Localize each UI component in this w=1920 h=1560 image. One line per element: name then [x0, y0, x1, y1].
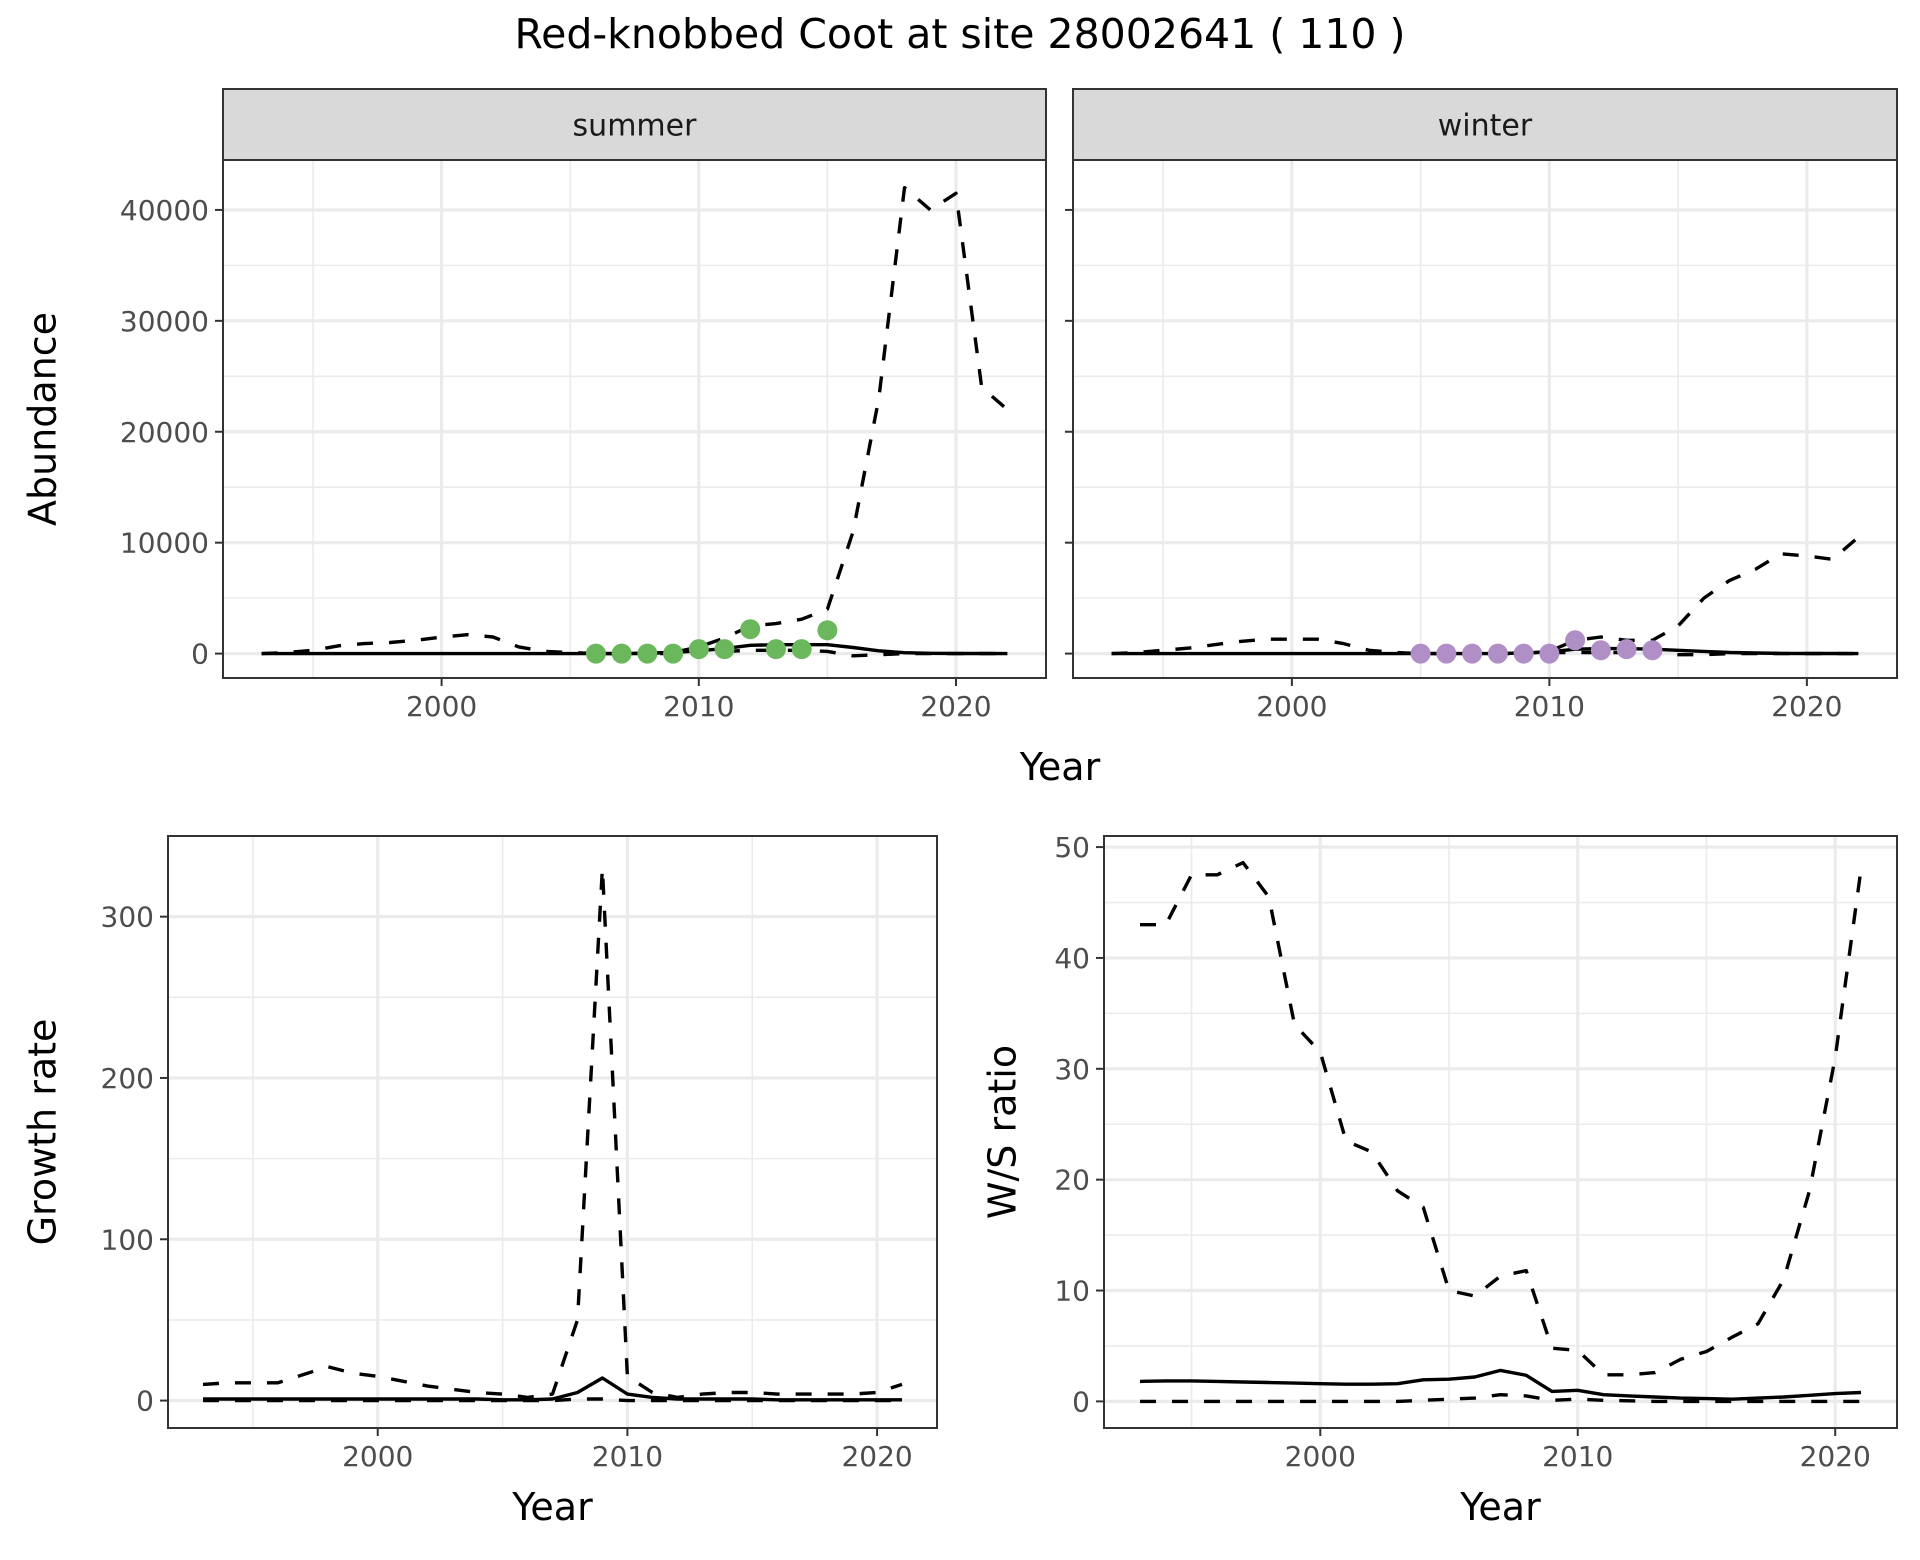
y-axis-title: Abundance: [20, 312, 64, 526]
x-tick-label: 2010: [1514, 690, 1585, 723]
x-tick-label: 2020: [1771, 690, 1842, 723]
x-axis-title: Year: [1019, 745, 1101, 789]
series-line-lower: [203, 1397, 902, 1403]
x-tick-label: 2000: [1285, 1440, 1356, 1473]
x-tick-label: 2010: [1542, 1440, 1613, 1473]
series-line-upper: [202, 866, 903, 1400]
x-tick-label: 2020: [841, 1440, 912, 1473]
data-point: [585, 643, 606, 664]
series-line-mean: [1139, 1368, 1862, 1401]
panel-ws-ratio: 2000 2010 2020 0 10 20 30 40 50 W/S ratio Year: [980, 831, 1898, 1529]
y-tick-label: 20: [1054, 1164, 1090, 1197]
figure-title: Red-knobbed Coot at site 28002641 ( 110 …: [514, 10, 1405, 58]
data-point: [1565, 630, 1586, 651]
panel-abundance-summer: summer 2000 2010 2020 0 10000 20000 30000 40000 A…: [20, 88, 1101, 789]
data-point: [1462, 643, 1483, 664]
y-tick-label: 10: [1054, 1275, 1090, 1308]
series-line-lower: [1140, 1392, 1861, 1404]
data-point: [1410, 643, 1431, 664]
data-point: [637, 643, 658, 664]
data-point: [817, 620, 838, 641]
data-point: [740, 619, 761, 640]
y-tick-label: 200: [101, 1062, 154, 1095]
y-axis-title: W/S ratio: [980, 1045, 1024, 1219]
y-tick-label: 40000: [120, 194, 209, 227]
x-tick-label: 2000: [406, 690, 477, 723]
facet-strip-label: summer: [573, 109, 698, 144]
x-tick-label: 2010: [663, 690, 734, 723]
data-point: [1487, 643, 1508, 664]
data-point: [1539, 643, 1560, 664]
data-point: [714, 639, 735, 660]
plot-background: [1073, 160, 1897, 678]
y-tick-label: 0: [136, 1385, 154, 1418]
facet-strip: [222, 88, 1047, 161]
x-tick-label: 2000: [1256, 690, 1327, 723]
data-point: [791, 639, 812, 660]
x-tick-label: 2000: [342, 1440, 413, 1473]
x-tick-label: 2010: [592, 1440, 663, 1473]
panel-border: [1103, 835, 1898, 1429]
x-axis-title: Year: [511, 1485, 593, 1529]
data-point: [1616, 639, 1637, 660]
series-line-upper: [1111, 535, 1860, 656]
facet-strip: [1072, 88, 1898, 161]
y-tick-label: 300: [101, 901, 154, 934]
data-point: [1436, 643, 1457, 664]
y-tick-label: 50: [1054, 831, 1090, 864]
data-point: [611, 643, 632, 664]
data-point: [663, 643, 684, 664]
x-tick-label: 2020: [920, 690, 991, 723]
plot-background: [223, 160, 1046, 678]
data-point: [1590, 640, 1611, 661]
y-tick-label: 30000: [120, 305, 209, 338]
series-line-upper: [1140, 860, 1863, 1377]
data-point: [1513, 643, 1534, 664]
y-tick-label: 40: [1054, 942, 1090, 975]
facet-strip-label: winter: [1438, 109, 1533, 144]
y-tick-label: 10000: [120, 527, 209, 560]
y-tick-label: 0: [191, 638, 209, 671]
data-point: [1642, 640, 1663, 661]
series-line-lower: [1549, 650, 1859, 657]
y-tick-label: 100: [101, 1223, 154, 1256]
panel-border: [167, 835, 938, 1429]
data-point: [688, 639, 709, 660]
y-tick-label: 0: [1072, 1385, 1090, 1418]
plot-background: [1104, 836, 1897, 1428]
panel-growth-rate: 2000 2010 2020 0 100 200 300 Growth rate Year: [20, 835, 938, 1529]
panel-abundance-winter: winter 2000 2010 2020: [1065, 88, 1898, 723]
x-tick-label: 2020: [1800, 1440, 1871, 1473]
y-axis-title: Growth rate: [20, 1019, 64, 1246]
y-tick-label: 20000: [120, 416, 209, 449]
plot-background: [168, 836, 937, 1428]
x-axis-title: Year: [1459, 1485, 1541, 1529]
y-tick-label: 30: [1054, 1053, 1090, 1086]
data-point: [765, 639, 786, 660]
series-line-mean: [1111, 646, 1859, 656]
